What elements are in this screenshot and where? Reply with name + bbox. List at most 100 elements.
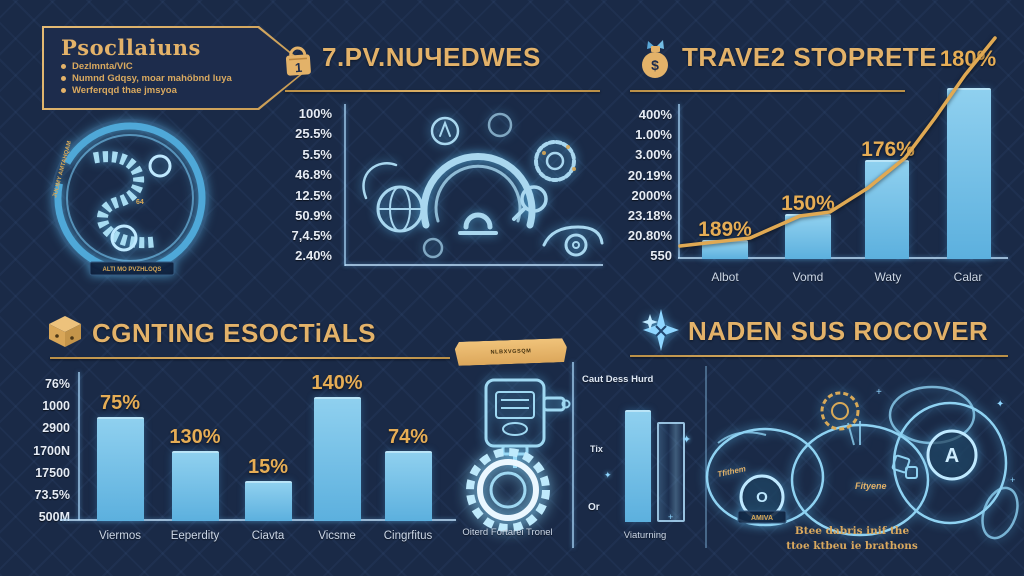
travel-divider — [630, 90, 905, 92]
banner-bullet: Werferqqd thae jmsyoa — [61, 85, 308, 96]
xtick: Cingrfitus — [383, 530, 433, 542]
travel-y-axis — [678, 104, 680, 258]
xtick: Albot — [711, 270, 739, 284]
metrics-baseline — [345, 264, 603, 266]
ytick: 2000% — [631, 188, 672, 203]
xtick: Eeperdity — [170, 530, 220, 542]
mini-x-label: Viaturning — [623, 530, 667, 541]
ytick: 400% — [638, 107, 672, 122]
travel-x-axis — [678, 257, 1008, 259]
metric-value: 7,4.5% — [291, 228, 332, 243]
metric-value: 100% — [298, 106, 332, 121]
sparkle-icon: + — [668, 512, 674, 522]
blob-coin-o: O — [756, 489, 768, 506]
banner-bullet-text: Dezlmnta/VIC — [72, 61, 133, 72]
naden-caption-line1: Btee dabris inif the — [794, 525, 910, 537]
ytick: 550 — [650, 248, 672, 263]
bullet-dot-icon — [61, 88, 66, 93]
bullet-dot-icon — [61, 64, 66, 69]
xtick: Vicsme — [318, 530, 356, 542]
ytick: 1.00% — [635, 127, 672, 142]
banner-title: Psocllaiuns — [61, 35, 201, 60]
metric-value: 25.5% — [295, 126, 332, 141]
bar-vicsme — [314, 397, 361, 521]
ytick: 500M — [38, 510, 70, 524]
middle-right-divider — [572, 362, 574, 548]
xtick: Vomd — [792, 270, 824, 284]
blob-gold-squiggle: Tfithem — [717, 464, 747, 479]
svg-text:$: $ — [651, 57, 659, 73]
bar-value-label: 176% — [861, 138, 915, 161]
metric-value: 12.5% — [295, 188, 332, 203]
gauge-center-label: 64 — [136, 199, 144, 206]
ytick: 2900 — [42, 421, 70, 435]
devices-illustration — [362, 112, 604, 259]
gauge-ring-label: JULIMY AMTAHQAM — [52, 140, 73, 198]
mini-left-label: Or — [588, 502, 600, 513]
metrics-axis-line — [344, 104, 346, 266]
bar-cingrfitus — [385, 451, 432, 521]
xtick: Ciavta — [251, 530, 285, 542]
bar-value-label: 15% — [247, 456, 289, 478]
ytick: 17500 — [35, 466, 70, 480]
bar-value-label: 189% — [698, 218, 752, 241]
bullet-dot-icon — [61, 76, 66, 81]
svg-text:+: + — [876, 387, 882, 398]
svg-text:+: + — [1010, 475, 1015, 485]
mini-chart-divider — [705, 366, 707, 548]
section-title-travel: TRAVE2 STOPRETE — [682, 42, 938, 72]
banner-bullet: Dezlmnta/VIC — [61, 61, 308, 72]
xtick: Calar — [953, 270, 983, 284]
ytick: 20.80% — [627, 228, 672, 243]
ribbon-banner: NLBXVGSQM — [455, 338, 568, 366]
mini-left-label: Tix — [590, 444, 603, 454]
bar-value-label: 75% — [99, 392, 141, 414]
lock-icon: 1 — [285, 46, 311, 76]
ytick: 76% — [44, 377, 70, 391]
trend-line-overlay — [678, 36, 997, 248]
bar-value-label: 130% — [169, 426, 221, 448]
naden-divider — [630, 355, 1008, 357]
ytick: 23.18% — [627, 208, 672, 223]
middle-caption: Oiterd Fortarei Tronel — [462, 527, 553, 538]
banner-bullet-text: Numnd Gdqsy, moar mahöbnd luya — [72, 73, 232, 84]
bar-viermos — [97, 417, 144, 521]
metric-value: 5.5% — [302, 147, 332, 162]
xtick: Waty — [874, 270, 902, 284]
bar-eeperdity — [172, 451, 219, 521]
blob-gold-note: Fityene — [855, 481, 887, 491]
metric-value: 50.9% — [295, 208, 332, 223]
metrics-divider — [285, 90, 600, 92]
cube-icon — [49, 316, 81, 347]
bar-waty — [865, 160, 909, 259]
mini-bar-outline — [657, 422, 685, 522]
metric-value: 46.8% — [295, 167, 332, 182]
title-banner: Psocllaiuns Dezlmnta/VIC Numnd Gdqsy, mo… — [42, 26, 310, 110]
mini-chart-heading: Caut Dess Hurd — [582, 374, 654, 385]
gear-icon — [466, 448, 550, 532]
bar-calar — [947, 88, 991, 259]
ytick: 1700N — [33, 444, 70, 458]
mini-bar-solid — [625, 410, 651, 522]
money-bag-icon: $ — [642, 40, 668, 78]
bar-ciavta — [245, 481, 292, 521]
ytick: 20.19% — [627, 168, 672, 183]
ytick: 3.00% — [635, 147, 672, 162]
blob-coin-a: A — [945, 445, 959, 467]
section-title-counting: CGNTING ESOCTiALS — [92, 318, 376, 348]
section-title-naden: NADEN SUS ROCOVER — [688, 316, 989, 346]
circular-gauge-illustration: JULIMY AMTAHQAM 64 ALTI MO PVZHLOQS — [51, 119, 209, 277]
blobs-illustration: O AMIVA A Tfithem Fityene + ✦ + — [705, 385, 1019, 540]
sparkle-icon: ✦ — [604, 470, 612, 480]
gauge-bottom-chip — [89, 261, 175, 276]
banner-bullet: Numnd Gdqsy, moar mahöbnd luya — [61, 73, 308, 84]
xtick: Viermos — [99, 530, 141, 542]
ytick: 73.5% — [34, 488, 70, 502]
ribbon-text: NLBXVGSQM — [490, 348, 532, 356]
counting-divider — [50, 357, 450, 359]
bar-value-label: 74% — [387, 426, 429, 448]
gauge-bottom-label: ALTI MO PVZHLOQS — [103, 267, 162, 273]
star-icon — [642, 309, 679, 351]
counting-y-axis — [78, 372, 80, 520]
